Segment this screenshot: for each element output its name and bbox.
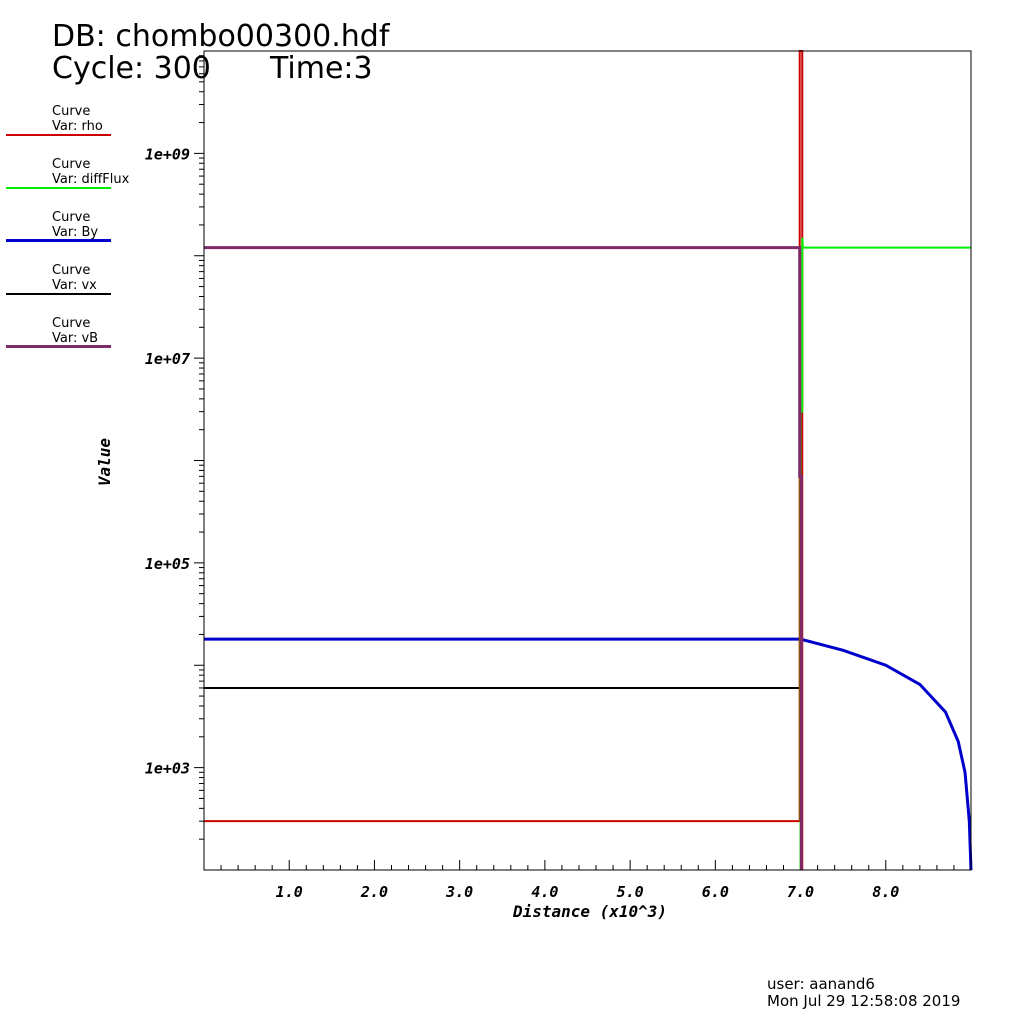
y-tick-label: 1e+09 xyxy=(145,145,190,163)
legend-swatch xyxy=(6,345,111,348)
time-label: Time:3 xyxy=(270,51,373,86)
x-tick-label: 8.0 xyxy=(872,883,899,901)
x-tick-label: 7.0 xyxy=(787,883,814,901)
legend-title: Curve xyxy=(52,316,91,331)
y-tick-label: 1e+03 xyxy=(145,760,190,778)
footer-user: user: aanand6 xyxy=(767,975,875,993)
x-tick-label: 6.0 xyxy=(702,883,729,901)
footer-timestamp: Mon Jul 29 12:58:08 2019 xyxy=(767,992,961,1010)
y-tick-label: 1e+07 xyxy=(145,350,190,368)
y-tick-label: 1e+05 xyxy=(145,555,190,573)
legend-swatch xyxy=(6,239,111,242)
legend-label: Var: rho xyxy=(52,119,103,134)
axis-ticks xyxy=(194,55,955,870)
plot-frame xyxy=(203,50,972,871)
legend-label: Var: By xyxy=(52,225,99,240)
x-tick-label: 1.0 xyxy=(276,883,303,901)
legend-swatch xyxy=(6,134,111,136)
legend-title: Curve xyxy=(52,210,91,225)
legend-label: Var: vx xyxy=(52,278,97,293)
y-tick-labels: 1e+03 1e+05 1e+07 1e+09 xyxy=(145,145,190,777)
x-tick-labels: 1.0 2.0 3.0 4.0 5.0 6.0 7.0 8.0 xyxy=(276,883,900,901)
x-tick-label: 2.0 xyxy=(360,883,388,901)
legend-title: Curve xyxy=(52,104,91,119)
y-axis-label: Value xyxy=(95,438,114,487)
series-line-diffflux xyxy=(799,237,971,870)
cycle-label: Cycle: 300 xyxy=(52,51,211,86)
legend-label: Var: vB xyxy=(52,331,99,346)
x-axis-label: Distance (x10^3) xyxy=(512,902,667,921)
legend-label: Var: diffFlux xyxy=(52,172,130,187)
legend-title: Curve xyxy=(52,263,91,278)
x-tick-label: 3.0 xyxy=(445,883,473,901)
legend-swatch xyxy=(6,293,111,295)
legend-title: Curve xyxy=(52,157,91,172)
series-line-by xyxy=(204,637,973,871)
series-line-vb xyxy=(204,246,803,870)
db-title: DB: chombo00300.hdf xyxy=(52,19,390,54)
curves xyxy=(204,50,973,871)
legend-swatch xyxy=(6,187,111,189)
x-tick-label: 5.0 xyxy=(617,883,644,901)
series-line-rho xyxy=(204,50,804,870)
x-tick-label: 4.0 xyxy=(531,883,558,901)
